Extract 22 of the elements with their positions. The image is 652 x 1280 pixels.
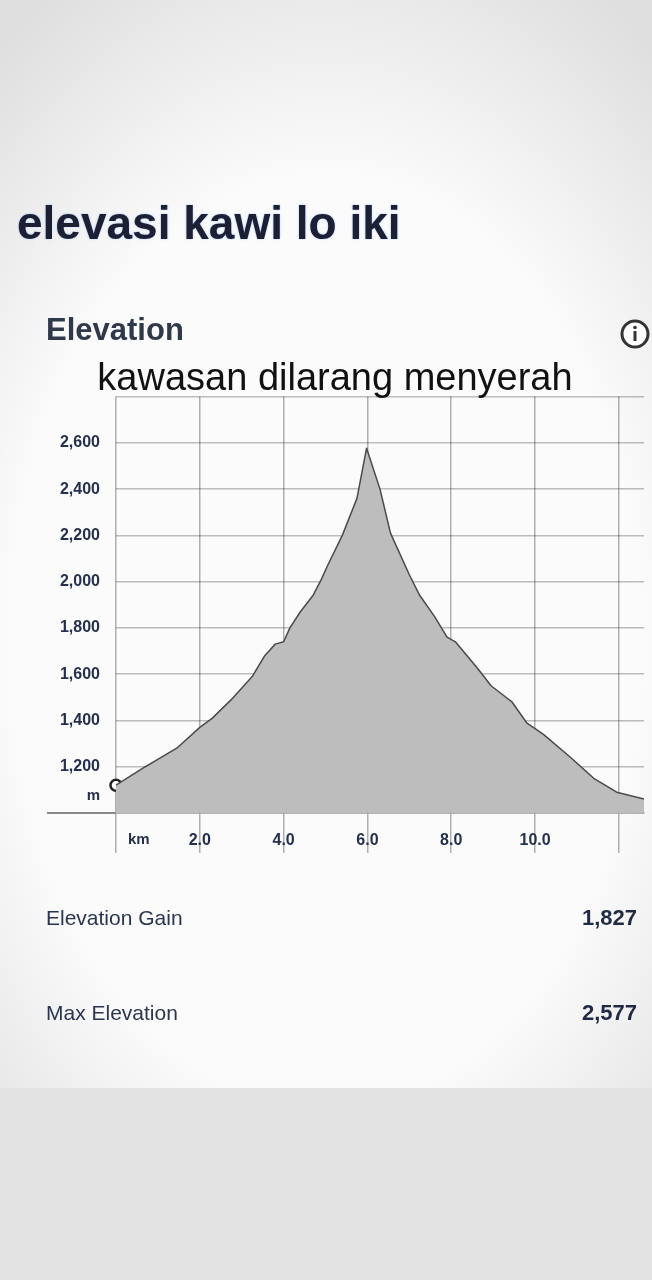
y-axis-title: m	[86, 786, 100, 804]
y-tick-label: 2,000	[59, 572, 101, 590]
y-tick-label: 2,200	[59, 525, 101, 543]
text: 2,577	[582, 1000, 638, 1026]
x-tick-label: 10.0	[519, 831, 551, 849]
x-tick-label: 8.0	[440, 831, 463, 849]
y-tick-label: 2,400	[59, 479, 101, 497]
text: Max Elevation	[46, 1001, 178, 1025]
chart-subtitle: Elevation	[46, 312, 184, 348]
x-tick-label: 4.0	[272, 831, 295, 849]
chart-title: elevasi kawi lo iki	[17, 196, 401, 250]
text: Elevation Gain	[46, 906, 183, 930]
y-tick-label: 1,400	[59, 710, 101, 728]
y-tick-label: 1,800	[59, 618, 101, 636]
y-tick-label: 1,600	[59, 664, 101, 682]
y-tick-label: 1,200	[59, 757, 101, 775]
x-axis-title: km	[128, 830, 150, 848]
x-tick-label: 2.0	[188, 831, 212, 849]
annotation: kawasan dilarang menyerah	[96, 356, 574, 399]
x-tick-label: 6.0	[356, 831, 379, 849]
text: 1,827	[582, 905, 638, 931]
y-tick-label: 2,600	[59, 433, 101, 451]
